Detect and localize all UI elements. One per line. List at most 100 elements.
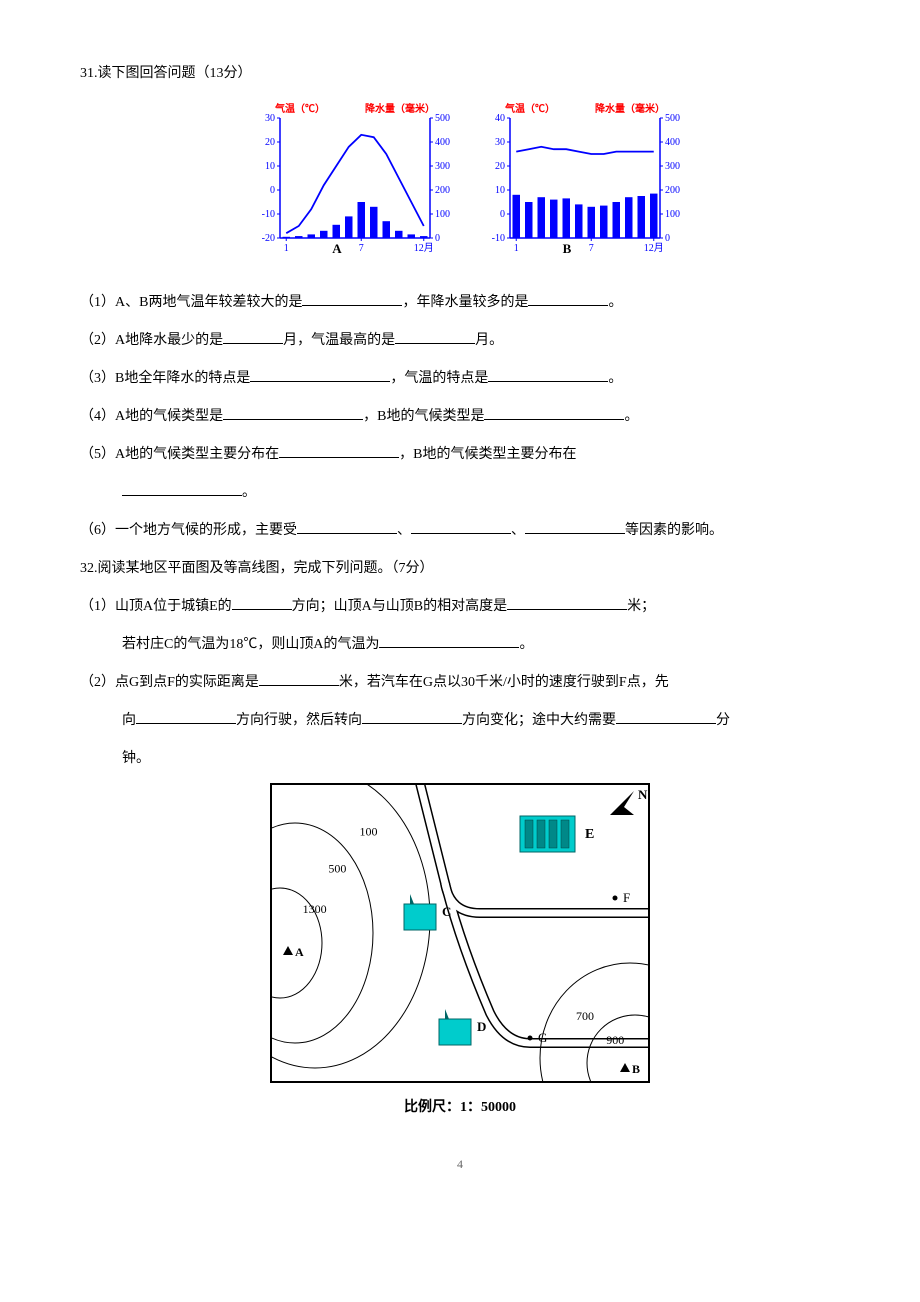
svg-text:10: 10 [265, 161, 275, 172]
q32-2-text-c: 向 [122, 713, 136, 728]
blank [122, 481, 242, 496]
svg-text:A: A [295, 945, 304, 959]
q31-title: 31.读下图回答问题（13分） [80, 60, 840, 88]
svg-text:900: 900 [606, 1033, 624, 1047]
svg-text:400: 400 [435, 137, 450, 148]
svg-text:N: N [638, 787, 648, 802]
svg-text:D: D [477, 1019, 486, 1034]
q31-3: （3）B地全年降水的特点是，气温的特点是。 [80, 365, 840, 393]
blank [379, 633, 519, 648]
svg-text:100: 100 [360, 825, 378, 839]
q32-1-text-e: 。 [519, 637, 533, 652]
svg-text:500: 500 [435, 113, 450, 124]
svg-text:降水量（毫米）: 降水量（毫米） [365, 102, 435, 115]
blank [259, 671, 339, 686]
q32-2-text-d: 方向行驶，然后转向 [236, 713, 362, 728]
q31-1-text-b: ，年降水量较多的是 [402, 295, 528, 310]
q31-2-text-a: （2）A地降水最少的是 [80, 333, 223, 348]
svg-text:1300: 1300 [303, 902, 327, 916]
q31-4-text-b: ，B地的气候类型是 [363, 409, 484, 424]
q31-1-text-a: （1）A、B两地气温年较差较大的是 [80, 295, 302, 310]
q31-6-text-d: 等因素的影响。 [625, 523, 723, 538]
svg-text:12月: 12月 [644, 242, 664, 254]
svg-text:7: 7 [589, 243, 594, 254]
svg-text:30: 30 [495, 137, 505, 148]
svg-text:E: E [585, 827, 594, 842]
q31-1-text-c: 。 [608, 295, 622, 310]
svg-text:0: 0 [270, 185, 275, 196]
q31-5: （5）A地的气候类型主要分布在 ，B地的气候类型主要分布在 [80, 441, 840, 469]
svg-text:1: 1 [514, 243, 519, 254]
blank [223, 405, 363, 420]
svg-text:200: 200 [435, 185, 450, 196]
svg-text:1: 1 [284, 243, 289, 254]
svg-text:0: 0 [665, 233, 670, 244]
contour-map: 1005001300700900ABCDEFGN [270, 783, 650, 1083]
svg-text:700: 700 [576, 1009, 594, 1023]
svg-text:400: 400 [665, 137, 680, 148]
page-number: 4 [80, 1152, 840, 1176]
q31-5-text-b: ，B地的气候类型主要分布在 [399, 447, 576, 462]
chart-b-wrap: -1001020304001002003004005001712月气温（℃）降水… [470, 98, 680, 269]
q31-4-text-c: 。 [624, 409, 638, 424]
q31-2-text-b: 月，气温最高的是 [283, 333, 395, 348]
svg-text:12月: 12月 [414, 242, 434, 254]
q31-4: （4）A地的气候类型是 ，B地的气候类型是 。 [80, 403, 840, 431]
blank [525, 519, 625, 534]
blank [488, 367, 608, 382]
svg-text:F: F [623, 890, 630, 905]
q32-2-text-a: （2）点G到点F的实际距离是 [80, 675, 259, 690]
svg-text:20: 20 [265, 137, 275, 148]
svg-text:-10: -10 [491, 233, 504, 244]
q31-5-line2: 。 [80, 479, 840, 507]
blank [395, 329, 475, 344]
q32-2-text-b: 米，若汽车在G点以30千米/小时的速度行驶到F点，先 [339, 675, 669, 690]
svg-text:气温（℃）: 气温（℃） [274, 102, 325, 115]
q32-title: 32.阅读某地区平面图及等高线图，完成下列问题。（7分） [80, 555, 840, 583]
svg-text:-20: -20 [262, 233, 275, 244]
q31-2-text-c: 月。 [475, 333, 503, 348]
svg-text:气温（℃）: 气温（℃） [504, 102, 555, 115]
chart-b: -1001020304001002003004005001712月气温（℃）降水… [470, 98, 680, 258]
charts-row: -20-10010203001002003004005001712月气温（℃）降… [80, 98, 840, 269]
q32-2-text-g: 钟。 [122, 751, 150, 766]
blank [297, 519, 397, 534]
q31-6-text-c: 、 [511, 523, 525, 538]
map-wrap: 1005001300700900ABCDEFGN 比例尺：1：50000 [80, 783, 840, 1122]
blank [484, 405, 624, 420]
chart-a: -20-10010203001002003004005001712月气温（℃）降… [240, 98, 450, 258]
svg-text:-10: -10 [262, 209, 275, 220]
blank [362, 709, 462, 724]
q31-6: （6）一个地方气候的形成，主要受、、等因素的影响。 [80, 517, 840, 545]
q32-2-line2: 向方向行驶，然后转向方向变化；途中大约需要分 [80, 707, 840, 735]
svg-text:0: 0 [500, 209, 505, 220]
q32-1-text-d: 若村庄C的气温为18℃，则山顶A的气温为 [122, 637, 379, 652]
blank [411, 519, 511, 534]
blank [232, 595, 292, 610]
svg-text:A: A [333, 241, 343, 256]
q31-4-text-a: （4）A地的气候类型是 [80, 409, 223, 424]
blank [223, 329, 283, 344]
q31-5-text-a: （5）A地的气候类型主要分布在 [80, 447, 279, 462]
q31-6-text-a: （6）一个地方气候的形成，主要受 [80, 523, 297, 538]
svg-text:7: 7 [359, 243, 364, 254]
q32-1-line2: 若村庄C的气温为18℃，则山顶A的气温为 。 [80, 631, 840, 659]
svg-text:300: 300 [435, 161, 450, 172]
svg-text:100: 100 [665, 209, 680, 220]
q31-2: （2）A地降水最少的是 月，气温最高的是 月。 [80, 327, 840, 355]
map-scale-label: 比例尺：1：50000 [80, 1094, 840, 1122]
blank [136, 709, 236, 724]
q32-1-text-b: 方向；山顶A与山顶B的相对高度是 [292, 599, 507, 614]
svg-text:300: 300 [665, 161, 680, 172]
q32-2-line3: 钟。 [80, 745, 840, 773]
chart-a-wrap: -20-10010203001002003004005001712月气温（℃）降… [240, 98, 450, 269]
q32-2: （2）点G到点F的实际距离是 米，若汽车在G点以30千米/小时的速度行驶到F点，先 [80, 669, 840, 697]
blank [528, 291, 608, 306]
svg-text:降水量（毫米）: 降水量（毫米） [595, 102, 665, 115]
svg-text:30: 30 [265, 113, 275, 124]
svg-text:C: C [442, 904, 451, 919]
blank [250, 367, 390, 382]
svg-text:500: 500 [328, 862, 346, 876]
blank [616, 709, 716, 724]
q32-1-text-c: 米； [627, 599, 655, 614]
